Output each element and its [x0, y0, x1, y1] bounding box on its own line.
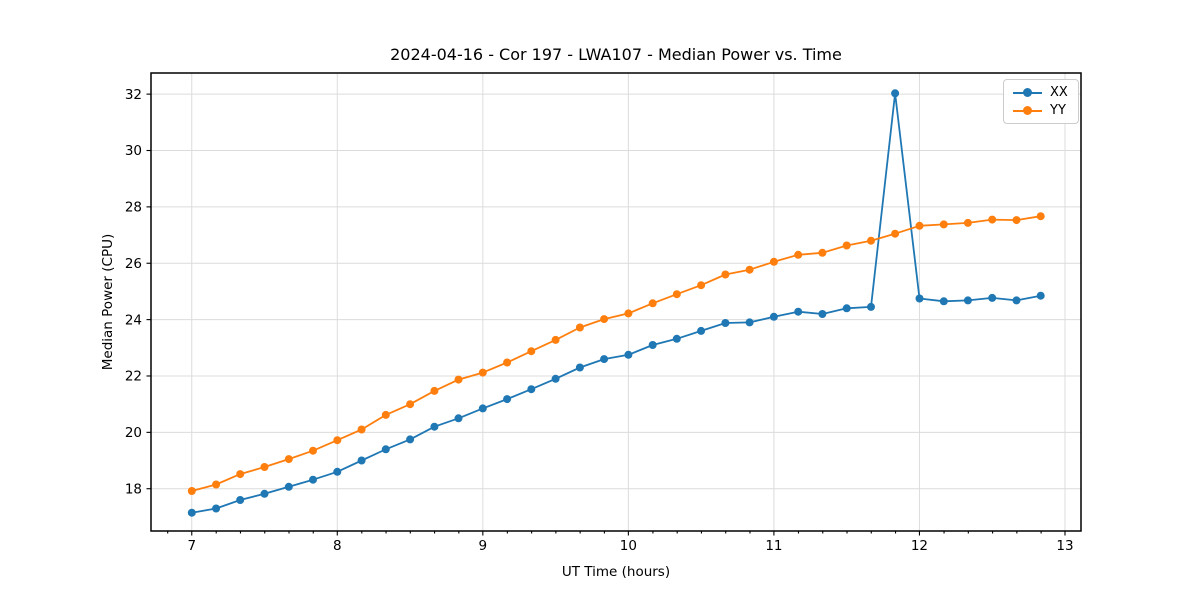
svg-text:8: 8 — [333, 538, 342, 554]
svg-text:30: 30 — [125, 143, 142, 159]
legend-label: YY — [1050, 103, 1066, 118]
svg-text:13: 13 — [1056, 538, 1073, 554]
svg-text:32: 32 — [125, 87, 142, 103]
svg-text:28: 28 — [125, 200, 142, 216]
svg-text:10: 10 — [620, 538, 637, 554]
svg-text:12: 12 — [911, 538, 928, 554]
svg-text:7: 7 — [187, 538, 196, 554]
svg-text:22: 22 — [125, 369, 142, 385]
legend-line-marker-icon — [1013, 105, 1042, 117]
legend: XX YY — [1003, 79, 1079, 124]
svg-text:9: 9 — [479, 538, 488, 554]
legend-line-marker-icon — [1013, 87, 1042, 99]
legend-label: XX — [1050, 85, 1068, 100]
svg-text:26: 26 — [125, 256, 142, 272]
legend-item-yy: YY — [1013, 103, 1068, 118]
x-axis-label: UT Time (hours) — [561, 564, 671, 580]
svg-text:18: 18 — [125, 481, 142, 497]
legend-item-xx: XX — [1013, 85, 1068, 100]
svg-text:24: 24 — [125, 312, 142, 328]
chart-title: 2024-04-16 - Cor 197 - LWA107 - Median P… — [390, 45, 842, 64]
y-axis-label: Median Power (CPU) — [100, 233, 116, 371]
svg-text:20: 20 — [125, 425, 142, 441]
svg-text:11: 11 — [765, 538, 782, 554]
